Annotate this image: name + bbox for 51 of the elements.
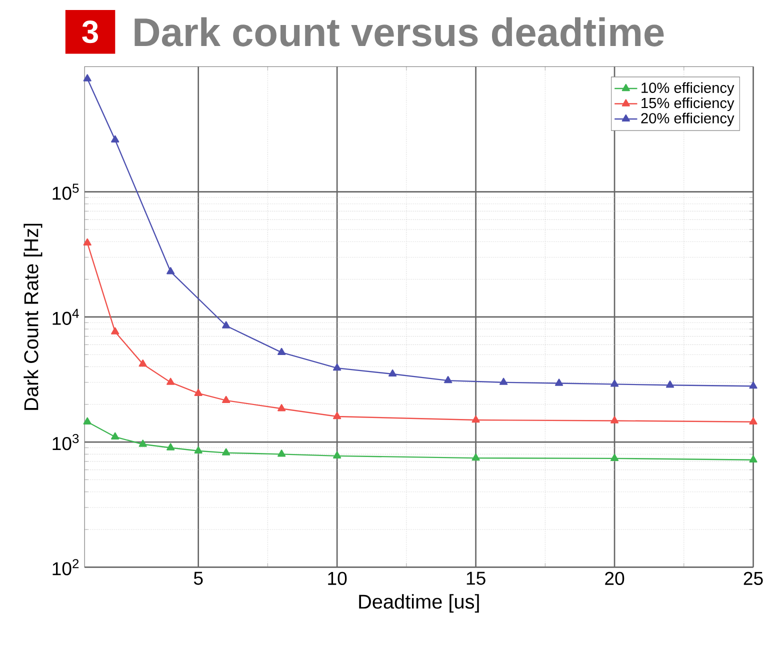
point — [388, 370, 397, 377]
x-tick-label: 10 — [328, 572, 347, 586]
y-tick-label: 10$^{5}$ — [52, 184, 79, 200]
x-tick-label: 5 — [194, 572, 203, 585]
point — [166, 443, 175, 450]
point — [500, 378, 508, 386]
x-tick-label: 15 — [466, 572, 486, 585]
point — [166, 267, 175, 274]
legend-label: 20% efficiency — [641, 112, 734, 126]
point — [166, 378, 175, 386]
point — [444, 376, 452, 384]
point — [278, 450, 286, 457]
point — [554, 378, 564, 386]
point — [194, 446, 202, 454]
point — [111, 135, 120, 143]
legend-label: 10% efficiency — [642, 82, 734, 96]
y-tick-label: 10$^{4}$ — [52, 308, 79, 326]
point — [138, 360, 147, 367]
point — [749, 382, 758, 389]
point — [222, 396, 230, 404]
y-tick-label: 10$^{2}$ — [52, 559, 79, 576]
x-tick-label: 25 — [744, 572, 763, 586]
point — [111, 327, 120, 335]
point — [749, 455, 758, 463]
x-axis-title: Deadtime [us] — [359, 594, 479, 613]
x-tick-label: 20 — [605, 572, 624, 586]
point — [333, 412, 342, 420]
point — [749, 417, 758, 425]
point — [278, 348, 286, 356]
text: 3 — [82, 20, 98, 44]
point — [472, 454, 480, 461]
point — [83, 74, 92, 82]
point — [194, 388, 202, 396]
point — [472, 416, 480, 423]
point — [666, 380, 674, 388]
point — [222, 321, 230, 328]
point — [278, 404, 286, 412]
y-axis-title: Dark Count Rate [Hz] — [24, 224, 42, 410]
chart-title: Dark count versus deadtime — [134, 17, 664, 47]
point — [111, 432, 120, 440]
legend-label: 15% efficiency — [642, 98, 734, 112]
point — [83, 417, 92, 425]
point — [610, 416, 619, 424]
point — [333, 364, 342, 371]
point — [138, 440, 147, 447]
point — [222, 448, 230, 456]
point — [83, 238, 92, 246]
point — [610, 380, 619, 387]
point — [333, 451, 342, 459]
y-tick-label: 10$^{3}$ — [52, 434, 79, 450]
point — [610, 454, 619, 462]
